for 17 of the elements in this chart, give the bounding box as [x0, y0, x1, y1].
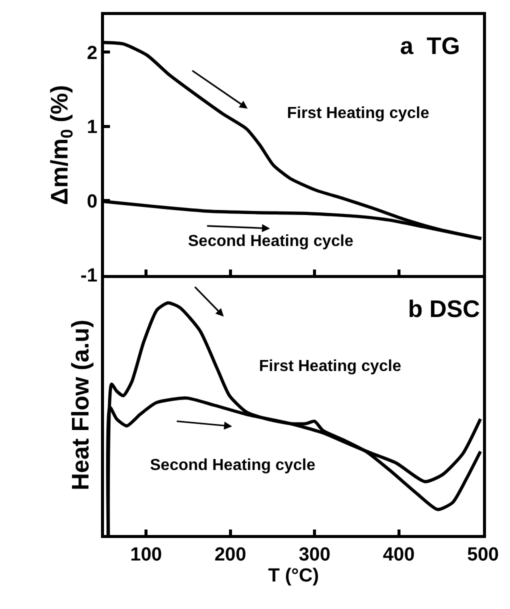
- y-tick-label: 2: [86, 42, 98, 64]
- x-tick-label: 300: [298, 544, 330, 566]
- annotation: b DSC: [408, 296, 480, 323]
- x-axis-title: T (°C): [268, 566, 319, 587]
- annotation: First Heating cycle: [259, 358, 402, 375]
- y-tick-label: -1: [80, 266, 98, 287]
- y-tick-label: 1: [86, 117, 98, 138]
- annotation: Second Heating cycle: [150, 457, 316, 474]
- annotation: a TG: [400, 33, 460, 60]
- x-tick-label: 400: [382, 544, 415, 566]
- y-axis-title: Heat Flow (a.u): [67, 320, 94, 490]
- x-tick-label: 100: [130, 544, 162, 566]
- annotation: Second Heating cycle: [188, 233, 354, 250]
- x-tick-label: 200: [214, 544, 246, 566]
- x-tick-label: 500: [467, 544, 499, 566]
- y-tick-label: 0: [86, 191, 98, 212]
- annotation: First Heating cycle: [287, 105, 430, 122]
